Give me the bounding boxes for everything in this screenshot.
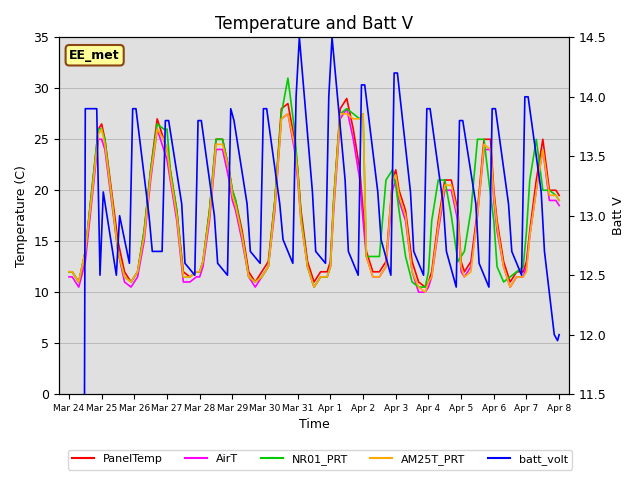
X-axis label: Time: Time <box>299 419 330 432</box>
Y-axis label: Batt V: Batt V <box>612 196 625 235</box>
Title: Temperature and Batt V: Temperature and Batt V <box>215 15 413 33</box>
Y-axis label: Temperature (C): Temperature (C) <box>15 165 28 267</box>
Text: EE_met: EE_met <box>69 49 120 62</box>
Legend: PanelTemp, AirT, NR01_PRT, AM25T_PRT, batt_volt: PanelTemp, AirT, NR01_PRT, AM25T_PRT, ba… <box>68 450 572 469</box>
